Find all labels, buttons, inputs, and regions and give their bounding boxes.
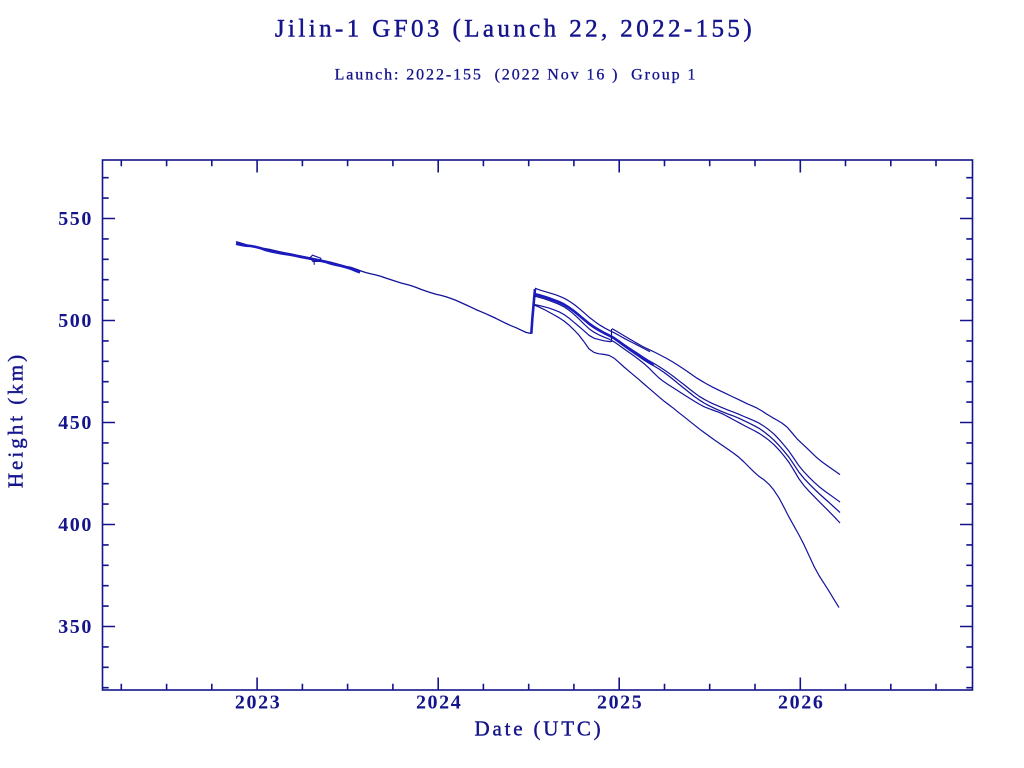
svg-text:550: 550 bbox=[58, 208, 93, 230]
svg-text:Date (UTC): Date (UTC) bbox=[475, 717, 604, 741]
svg-text:Height (km): Height (km) bbox=[4, 352, 28, 488]
svg-text:450: 450 bbox=[58, 412, 93, 434]
svg-text:2025: 2025 bbox=[597, 692, 643, 714]
svg-text:500: 500 bbox=[58, 310, 93, 332]
svg-text:Jilin-1 GF03 (Launch 22, 2022-: Jilin-1 GF03 (Launch 22, 2022-155) bbox=[275, 16, 755, 43]
svg-text:400: 400 bbox=[58, 514, 93, 536]
svg-text:2023: 2023 bbox=[235, 692, 281, 714]
svg-text:Launch: 2022-155 (2022 Nov 16: Launch: 2022-155 (2022 Nov 16 ) Group 1 bbox=[335, 67, 698, 84]
svg-text:350: 350 bbox=[58, 616, 93, 638]
svg-text:2024: 2024 bbox=[416, 692, 462, 714]
svg-text:2026: 2026 bbox=[778, 692, 824, 714]
